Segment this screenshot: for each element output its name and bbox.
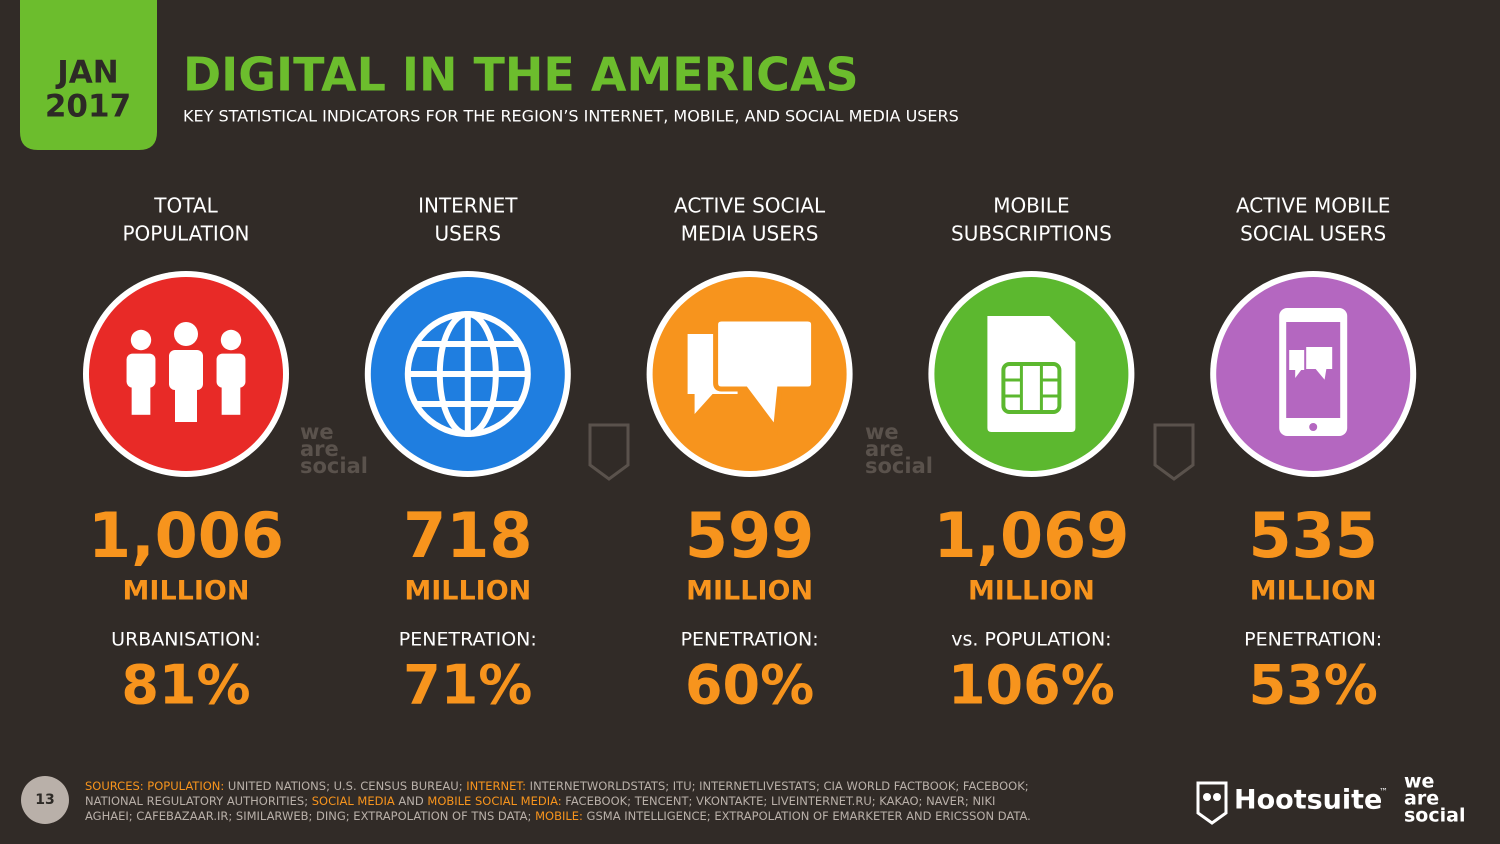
stat-value: 535 bbox=[1248, 499, 1377, 572]
stat-label: POPULATION bbox=[122, 222, 249, 246]
stat-column: ACTIVE MOBILE SOCIAL USERS 535 MILLION PENET… bbox=[1210, 194, 1417, 717]
source-line: NATIONAL REGULATORY AUTHORITIES; SOCIAL … bbox=[85, 794, 995, 808]
stat-column: TOTAL POPULATION 1,006 MILLION URBANISATION:… bbox=[83, 194, 289, 717]
source-segment: SOCIAL MEDIA bbox=[312, 794, 395, 808]
watermark-word: social bbox=[865, 454, 933, 478]
icon-part bbox=[713, 316, 817, 436]
trademark: ™ bbox=[1379, 788, 1388, 798]
sub-value: 53% bbox=[1249, 654, 1378, 717]
date-tab bbox=[20, 0, 157, 150]
sub-label: PENETRATION: bbox=[681, 629, 819, 651]
stat-label: SOCIAL USERS bbox=[1240, 222, 1386, 246]
source-segment: NATIONAL REGULATORY AUTHORITIES; bbox=[85, 794, 312, 808]
stat-label: TOTAL bbox=[153, 194, 218, 218]
watermark-word: are bbox=[300, 437, 339, 461]
source-segment: INTERNET: bbox=[466, 779, 526, 793]
sub-value: 60% bbox=[685, 654, 814, 717]
source-segment: UNITED NATIONS; U.S. CENSUS BUREAU; bbox=[224, 779, 466, 793]
source-line: SOURCES: POPULATION: UNITED NATIONS; U.S… bbox=[85, 779, 1029, 793]
hootsuite-logo: Hootsuite ™ bbox=[1196, 781, 1388, 825]
icon-part bbox=[987, 316, 1076, 432]
sub-label: vs. POPULATION: bbox=[951, 629, 1111, 651]
we-are-social-logo: we are social bbox=[1404, 771, 1465, 827]
date-year: 2017 bbox=[45, 89, 131, 125]
stat-value: 718 bbox=[403, 499, 532, 572]
icon-part bbox=[131, 382, 151, 415]
page-number: 13 bbox=[35, 792, 54, 808]
stat-unit: MILLION bbox=[1250, 576, 1377, 607]
sub-value: 81% bbox=[121, 654, 250, 717]
stat-label: INTERNET bbox=[418, 194, 518, 218]
owl-icon bbox=[1196, 781, 1228, 825]
stat-column: MOBILE SUBSCRIPTIONS 1,069 MILLION vs. POPUL… bbox=[928, 194, 1135, 717]
source-segment: MOBILE: bbox=[535, 809, 583, 823]
owl-eye bbox=[1213, 793, 1221, 801]
watermark-word: we bbox=[300, 420, 334, 444]
stat-label: SUBSCRIPTIONS bbox=[951, 222, 1112, 246]
icon-part bbox=[175, 384, 197, 422]
sub-value: 71% bbox=[403, 654, 532, 717]
sub-value: 106% bbox=[948, 654, 1115, 717]
columns: TOTAL POPULATION 1,006 MILLION URBANISATION:… bbox=[83, 194, 1417, 717]
icon-part bbox=[1001, 362, 1062, 414]
stat-value: 599 bbox=[685, 499, 814, 572]
source-segment: MOBILE SOCIAL MEDIA: bbox=[427, 794, 561, 808]
icon-part bbox=[130, 329, 152, 351]
sources: SOURCES: POPULATION: UNITED NATIONS; U.S… bbox=[85, 779, 1031, 823]
icon-part bbox=[220, 329, 242, 351]
stat-value: 1,069 bbox=[933, 499, 1129, 572]
sub-label: URBANISATION: bbox=[111, 629, 261, 651]
icon-part bbox=[126, 353, 156, 388]
stat-column: ACTIVE SOCIAL MEDIA USERS 599 MILLION PENETR… bbox=[646, 194, 853, 717]
stat-label: ACTIVE MOBILE bbox=[1236, 194, 1390, 218]
icon-part bbox=[169, 350, 203, 390]
logo-word: we bbox=[1404, 771, 1434, 793]
watermark-word: are bbox=[865, 437, 904, 461]
owl-watermark bbox=[588, 423, 630, 481]
source-segment: SOURCES: POPULATION: bbox=[85, 779, 224, 793]
source-segment: AND bbox=[395, 794, 428, 808]
page-badge bbox=[21, 776, 69, 824]
stat-value: 1,006 bbox=[88, 499, 284, 572]
hootsuite-text: Hootsuite bbox=[1234, 785, 1382, 816]
watermark-word: social bbox=[300, 454, 368, 478]
owl-watermark bbox=[1153, 423, 1195, 481]
title: DIGITAL IN THE AMERICAS bbox=[183, 48, 859, 102]
stat-unit: MILLION bbox=[123, 576, 250, 607]
stat-unit: MILLION bbox=[686, 576, 813, 607]
stat-label: MEDIA USERS bbox=[681, 222, 819, 246]
source-line: AGHAEI; CAFEBAZAAR.IR; SIMILARWEB; DING;… bbox=[85, 809, 1031, 823]
watermark-word: we bbox=[865, 420, 899, 444]
stat-label: ACTIVE SOCIAL bbox=[674, 194, 826, 218]
source-segment: GSMA INTELLIGENCE; EXTRAPOLATION OF EMAR… bbox=[583, 809, 1031, 823]
stat-label: USERS bbox=[435, 222, 502, 246]
icon-part bbox=[221, 382, 241, 415]
source-segment: INTERNETWORLDSTATS; ITU; INTERNETLIVESTA… bbox=[526, 779, 1029, 793]
logo-word: are bbox=[1404, 788, 1439, 810]
icon-part bbox=[1304, 345, 1335, 385]
icon-part bbox=[1309, 423, 1318, 431]
stat-unit: MILLION bbox=[404, 576, 531, 607]
icon-part bbox=[1003, 364, 1060, 412]
date-month: JAN bbox=[55, 55, 118, 91]
stat-label: MOBILE bbox=[993, 194, 1069, 218]
stat-unit: MILLION bbox=[968, 576, 1095, 607]
owl-eye bbox=[1203, 793, 1211, 801]
source-segment: AGHAEI; CAFEBAZAAR.IR; SIMILARWEB; DING;… bbox=[85, 809, 535, 823]
icon-part bbox=[216, 353, 246, 388]
source-segment: FACEBOOK; TENCENT; VKONTAKTE; LIVEINTERN… bbox=[562, 794, 996, 808]
logo-word: social bbox=[1404, 805, 1465, 827]
icon-part bbox=[174, 322, 198, 346]
sub-label: PENETRATION: bbox=[1244, 629, 1382, 651]
subtitle: KEY STATISTICAL INDICATORS FOR THE REGIO… bbox=[183, 107, 959, 126]
stat-column: INTERNET USERS 718 MILLION PENETRATION: 71% bbox=[364, 194, 571, 717]
sub-label: PENETRATION: bbox=[399, 629, 537, 651]
